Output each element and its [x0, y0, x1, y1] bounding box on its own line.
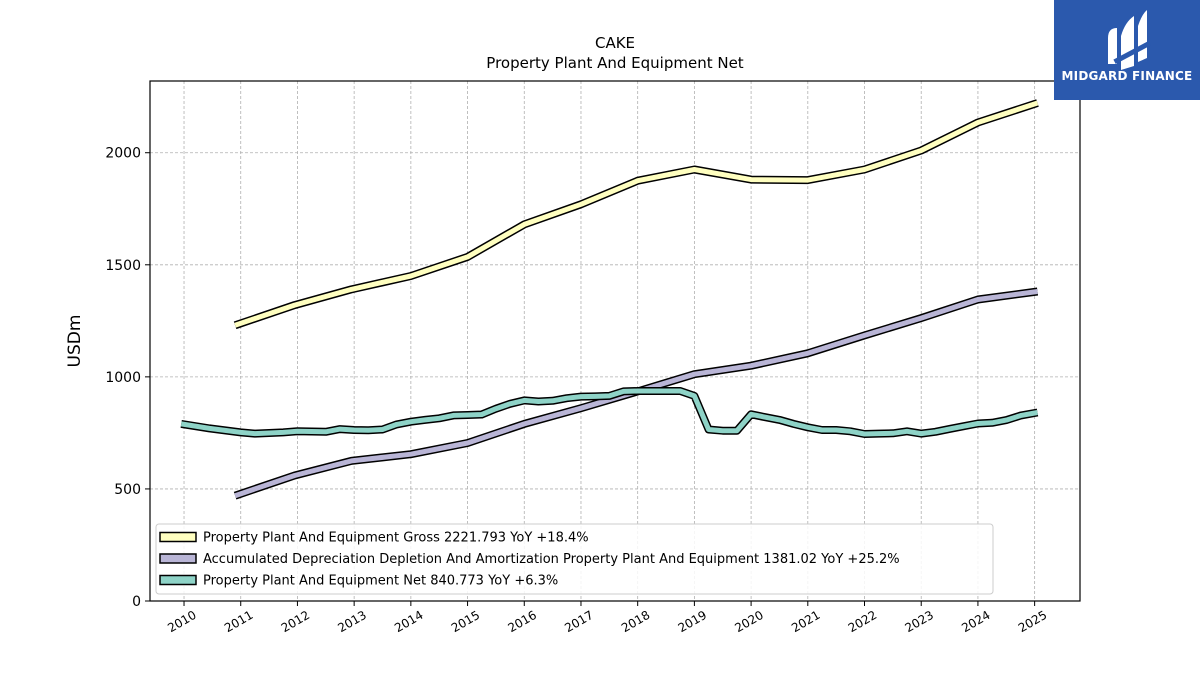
x-tick-label: 2022 [846, 608, 879, 635]
legend-label: Accumulated Depreciation Depletion And A… [203, 552, 900, 567]
legend: Property Plant And Equipment Gross 2221.… [155, 523, 994, 595]
y-tick-label: 2000 [105, 146, 141, 162]
brand-mark-icon [1108, 10, 1152, 70]
x-tick-label: 2016 [506, 608, 539, 635]
legend-swatch [159, 553, 197, 564]
x-tick-label: 2019 [676, 608, 709, 635]
series-line [180, 388, 1038, 437]
x-tick-label: 2023 [902, 608, 935, 635]
brand-name: MIDGARD FINANCE [1061, 69, 1193, 83]
x-tick-label: 2012 [279, 608, 312, 635]
legend-label: Property Plant And Equipment Net 840.773… [203, 574, 558, 589]
series-line-outline [233, 99, 1039, 330]
x-tick-label: 2010 [165, 608, 198, 635]
grid-lines [150, 81, 1080, 602]
x-tick-label: 2011 [222, 608, 255, 635]
y-tick-label: 500 [114, 482, 141, 498]
legend-swatch [159, 574, 197, 586]
y-tick-label: 0 [132, 594, 141, 610]
chart-title: CAKE [595, 34, 635, 52]
x-tick-label: 2025 [1016, 608, 1049, 635]
x-tick-label: 2014 [392, 608, 425, 635]
x-tick-label: 2015 [449, 608, 482, 635]
x-tick-label: 2024 [959, 608, 992, 635]
x-tick-label: 2017 [562, 608, 595, 635]
y-tick-label: 1500 [105, 258, 141, 274]
legend-swatch [159, 531, 197, 543]
series-line [234, 100, 1039, 328]
x-tick-label: 2013 [335, 608, 368, 635]
chart-subtitle: Property Plant And Equipment Net [486, 54, 743, 72]
x-tick-label: 2020 [732, 608, 765, 635]
legend-label: Property Plant And Equipment Gross 2221.… [203, 531, 589, 546]
y-axis-label: USDm [65, 315, 85, 368]
y-tick-label: 1000 [105, 370, 141, 386]
legend-box [155, 523, 994, 595]
brand-logo: MIDGARD FINANCE [1054, 0, 1200, 100]
x-tick-label: 2021 [789, 608, 822, 635]
series-layer [180, 99, 1039, 500]
x-tick-label: 2018 [619, 608, 652, 635]
plot-frame [149, 80, 1081, 602]
